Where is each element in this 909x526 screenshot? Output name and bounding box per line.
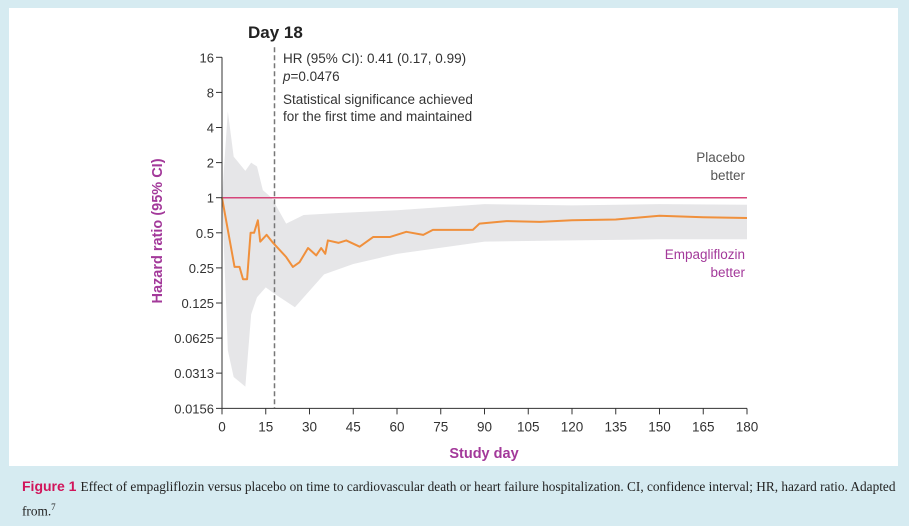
p-value: =0.0476 — [291, 69, 340, 84]
x-tick-label: 30 — [302, 419, 317, 434]
y-tick-label: 0.5 — [196, 226, 214, 241]
y-axis-label: Hazard ratio (95% CI) — [150, 158, 166, 303]
y-tick-label: 16 — [200, 50, 214, 65]
x-tick-label: 120 — [561, 419, 584, 434]
x-tick-label: 105 — [517, 419, 540, 434]
x-axis-label: Study day — [449, 446, 518, 462]
x-tick-label: 60 — [389, 419, 404, 434]
empagliflozin-better-line1: Empagliflozin — [665, 247, 745, 262]
x-tick-label: 150 — [648, 419, 671, 434]
y-tick-label: 0.25 — [189, 261, 214, 276]
placebo-better-line2: better — [710, 168, 745, 183]
y-tick-label: 0.0156 — [174, 401, 214, 416]
figure-label: Figure 1 — [22, 478, 77, 494]
caption-reference: 7 — [51, 502, 56, 512]
placebo-better-line1: Placebo — [696, 150, 745, 165]
empagliflozin-better-line2: better — [710, 265, 745, 280]
x-tick-label: 75 — [433, 419, 448, 434]
day-18-label: Day 18 — [248, 23, 303, 42]
y-tick-label: 1 — [207, 191, 214, 206]
x-tick-label: 90 — [477, 419, 492, 434]
y-tick-label: 2 — [207, 156, 214, 171]
hazard-ratio-line — [221, 197, 748, 281]
y-tick-label: 8 — [207, 85, 214, 100]
caption-text: Effect of empagliflozin versus placebo o… — [22, 479, 896, 519]
x-tick-label: 135 — [604, 419, 627, 434]
y-tick-label: 0.0313 — [174, 366, 214, 381]
x-tick-label: 180 — [736, 419, 759, 434]
hr-annotation: HR (95% CI): 0.41 (0.17, 0.99) — [283, 51, 466, 66]
p-value-annotation: p=0.0476 — [282, 69, 340, 84]
x-tick-label: 165 — [692, 419, 715, 434]
figure-caption: Figure 1 Effect of empagliflozin versus p… — [22, 476, 897, 521]
significance-line-2: for the first time and maintained — [283, 109, 472, 124]
x-tick-label: 15 — [258, 419, 273, 434]
y-tick-label: 4 — [207, 121, 214, 136]
significance-line-1: Statistical significance achieved — [283, 92, 473, 107]
y-tick-label: 0.0625 — [174, 331, 214, 346]
p-label: p — [282, 69, 291, 84]
y-tick-label: 0.125 — [181, 296, 214, 311]
x-tick-label: 0 — [218, 419, 226, 434]
x-tick-label: 45 — [346, 419, 361, 434]
